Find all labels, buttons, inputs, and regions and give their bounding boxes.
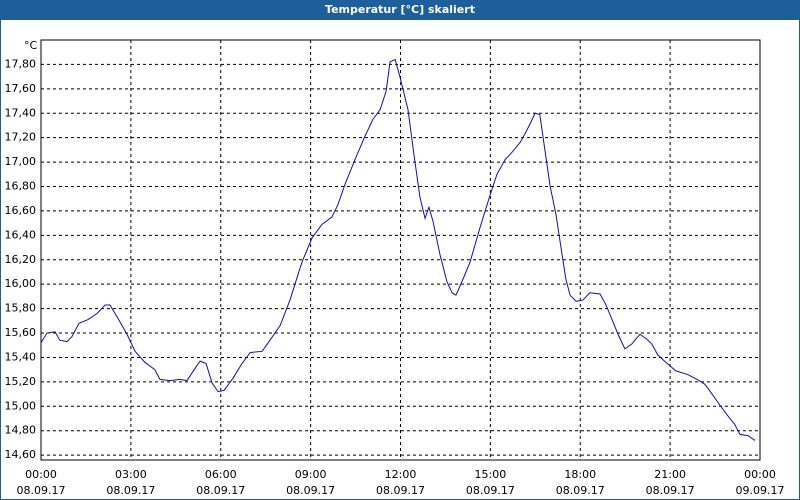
- title-bar: [0, 0, 800, 20]
- chart-title: Temperatur [°C] skaliert: [325, 3, 475, 16]
- x-tick-label-line: 09.09.17: [736, 484, 785, 497]
- y-tick-label: 15,00: [5, 399, 37, 412]
- y-axis-label: °C: [24, 39, 38, 52]
- y-tick-label: 17,60: [5, 82, 37, 95]
- y-tick-label: 16,00: [5, 277, 37, 290]
- x-tick-label: 18:00 08.09.17: [556, 468, 605, 497]
- x-tick-label-line: 21:00: [654, 468, 686, 481]
- x-tick-label: 00:00 08.09.17: [17, 468, 66, 497]
- x-tick-label-line: 08.09.17: [376, 484, 425, 497]
- y-tick-label: 15,60: [5, 326, 37, 339]
- y-tick-label: 14,80: [5, 424, 37, 437]
- y-tick-label: 17,40: [5, 106, 37, 119]
- x-tick-label-line: 08.09.17: [106, 484, 155, 497]
- x-tick-label-line: 08.09.17: [17, 484, 66, 497]
- x-tick-label-line: 03:00: [115, 468, 147, 481]
- y-tick-label: 17,80: [5, 57, 37, 70]
- x-tick-label-line: 08.09.17: [556, 484, 605, 497]
- x-tick-label-line: 12:00: [385, 468, 417, 481]
- x-tick-label: 15:00 08.09.17: [466, 468, 515, 497]
- x-tick-label-line: 15:00: [475, 468, 507, 481]
- x-tick-label: 06:00 08.09.17: [196, 468, 245, 497]
- x-tick-label: 09:00 08.09.17: [286, 468, 335, 497]
- y-tick-label: 17,20: [5, 131, 37, 144]
- y-tick-label: 15,20: [5, 375, 37, 388]
- data-line: [40, 58, 756, 441]
- y-tick-label: 15,80: [5, 302, 37, 315]
- y-tick-label: 16,80: [5, 180, 37, 193]
- x-tick-label-line: 08.09.17: [286, 484, 335, 497]
- x-tick-label: 00:00 09.09.17: [736, 468, 785, 497]
- x-tick-label-line: 00:00: [25, 468, 57, 481]
- x-tick-label: 12:00 08.09.17: [376, 468, 425, 497]
- x-tick-label: 21:00 08.09.17: [646, 468, 695, 497]
- y-tick-label: 16,20: [5, 253, 37, 266]
- y-tick-label: 15,40: [5, 350, 37, 363]
- x-tick-label-line: 09:00: [295, 468, 327, 481]
- x-tick-label-line: 08.09.17: [646, 484, 695, 497]
- x-tick-label-line: 08.09.17: [196, 484, 245, 497]
- y-tick-label: 14,60: [5, 448, 37, 461]
- y-tick-label: 17,00: [5, 155, 37, 168]
- x-tick-label-line: 00:00: [744, 468, 776, 481]
- y-tick-label: 16,60: [5, 204, 37, 217]
- x-tick-label-line: 06:00: [205, 468, 237, 481]
- y-tick-label: 16,40: [5, 228, 37, 241]
- x-tick-label-line: 18:00: [564, 468, 596, 481]
- x-tick-label: 03:00 08.09.17: [106, 468, 155, 497]
- x-tick-label-line: 08.09.17: [466, 484, 515, 497]
